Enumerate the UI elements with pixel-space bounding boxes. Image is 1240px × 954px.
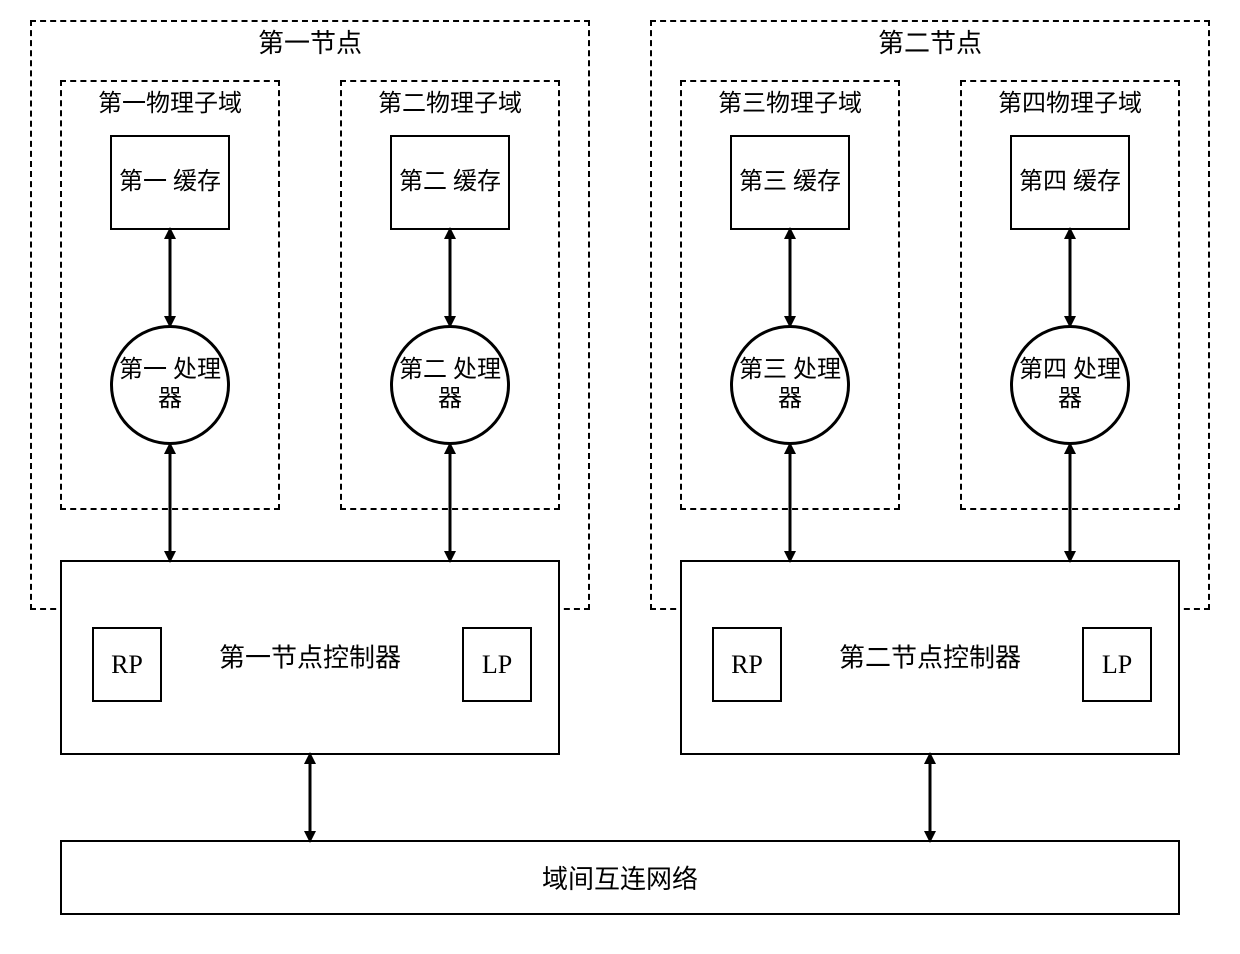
node2-title: 第二节点	[650, 28, 1210, 59]
controller1: RP LP 第一节点控制器	[60, 560, 560, 755]
processor1: 第一 处理器	[110, 325, 230, 445]
cache2-label: 第二 缓存	[399, 168, 501, 197]
cache1: 第一 缓存	[110, 135, 230, 230]
controller2-lp: LP	[1082, 627, 1152, 702]
processor1-label: 第一 处理器	[113, 356, 227, 414]
cache2: 第二 缓存	[390, 135, 510, 230]
cache3: 第三 缓存	[730, 135, 850, 230]
network-box: 域间互连网络	[60, 840, 1180, 915]
controller2-lp-label: LP	[1102, 650, 1132, 680]
cache4-label: 第四 缓存	[1019, 168, 1121, 197]
subdomain2-title: 第二物理子域	[340, 90, 560, 119]
controller1-lp: LP	[462, 627, 532, 702]
subdomain4-title: 第四物理子域	[960, 90, 1180, 119]
controller1-lp-label: LP	[482, 650, 512, 680]
node1-title: 第一节点	[30, 28, 590, 59]
cache4: 第四 缓存	[1010, 135, 1130, 230]
controller2-label: 第二节点控制器	[780, 642, 1080, 673]
cache1-label: 第一 缓存	[119, 168, 221, 197]
controller1-rp: RP	[92, 627, 162, 702]
subdomain1-title: 第一物理子域	[60, 90, 280, 119]
network-label: 域间互连网络	[542, 859, 698, 896]
cache3-label: 第三 缓存	[739, 168, 841, 197]
diagram-canvas: 第一节点 第一物理子域 第一 缓存 第一 处理器 第二物理子域 第二 缓存 第二…	[0, 0, 1240, 954]
processor4-label: 第四 处理器	[1013, 356, 1127, 414]
processor4: 第四 处理器	[1010, 325, 1130, 445]
processor2: 第二 处理器	[390, 325, 510, 445]
controller1-label: 第一节点控制器	[160, 642, 460, 673]
processor3: 第三 处理器	[730, 325, 850, 445]
subdomain3-title: 第三物理子域	[680, 90, 900, 119]
controller1-rp-label: RP	[111, 650, 143, 680]
controller2-rp-label: RP	[731, 650, 763, 680]
processor2-label: 第二 处理器	[393, 356, 507, 414]
controller2: RP LP 第二节点控制器	[680, 560, 1180, 755]
processor3-label: 第三 处理器	[733, 356, 847, 414]
controller2-rp: RP	[712, 627, 782, 702]
